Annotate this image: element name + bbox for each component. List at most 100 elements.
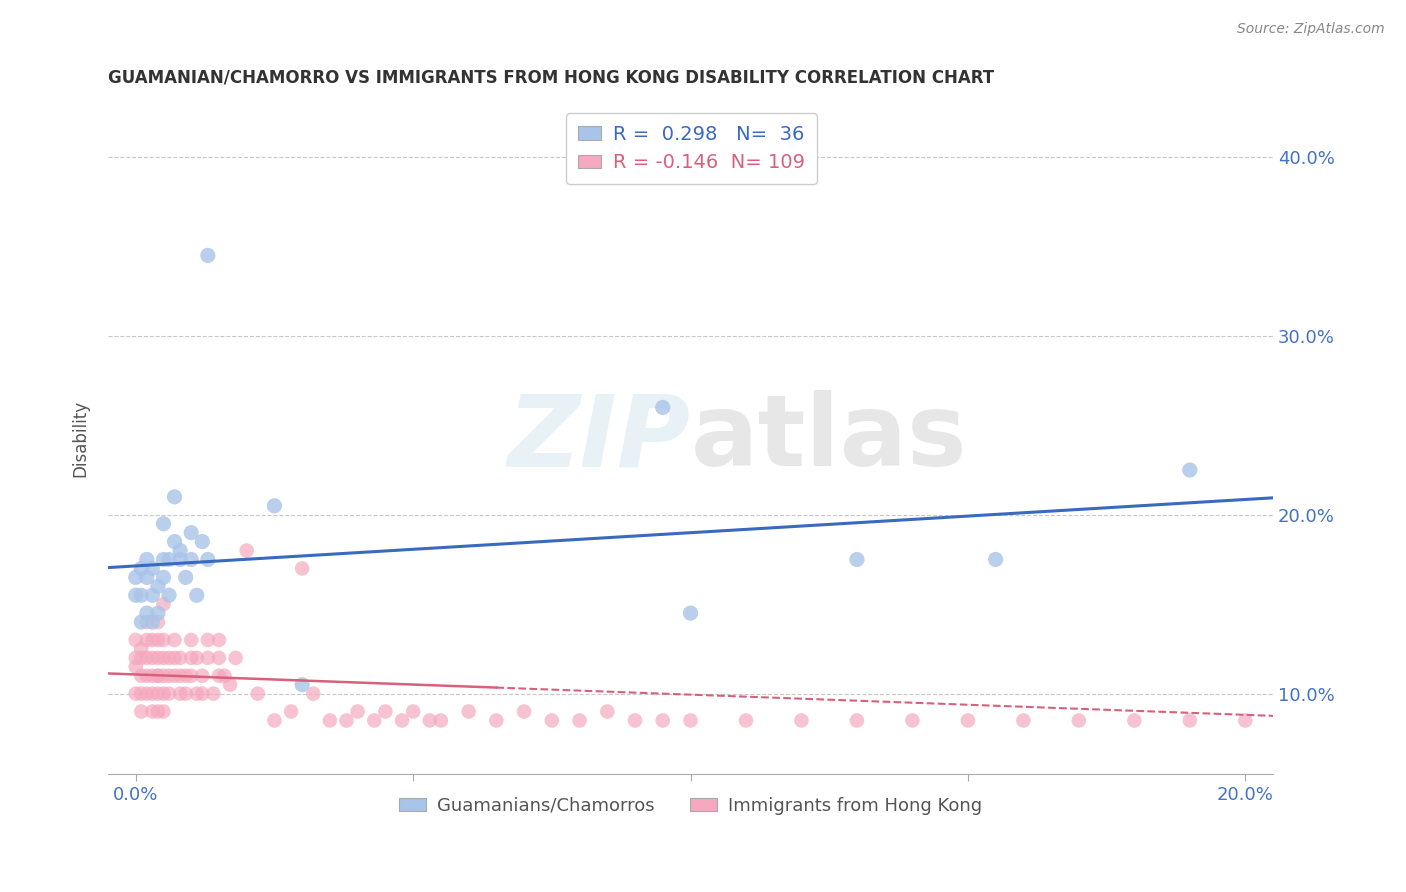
Point <box>146 579 169 593</box>
Point <box>735 714 758 728</box>
Point <box>319 714 342 728</box>
Text: ZIP: ZIP <box>508 390 690 487</box>
Point <box>169 651 191 665</box>
Point <box>152 516 174 531</box>
Y-axis label: Disability: Disability <box>72 401 89 477</box>
Point <box>135 651 157 665</box>
Point <box>197 632 219 647</box>
Point <box>129 641 152 656</box>
Point <box>129 588 152 602</box>
Point <box>135 615 157 629</box>
Point <box>125 651 148 665</box>
Point <box>208 669 231 683</box>
Point <box>180 552 202 566</box>
Point <box>208 632 231 647</box>
Point <box>679 606 702 620</box>
Point <box>363 714 385 728</box>
Point <box>1178 714 1201 728</box>
Point <box>125 588 148 602</box>
Point <box>152 687 174 701</box>
Point <box>141 561 163 575</box>
Point <box>174 669 197 683</box>
Point <box>141 669 163 683</box>
Point <box>246 687 269 701</box>
Point <box>141 651 163 665</box>
Point <box>291 678 314 692</box>
Point <box>129 687 152 701</box>
Point <box>1178 463 1201 477</box>
Point <box>186 651 208 665</box>
Point <box>901 714 924 728</box>
Point <box>335 714 357 728</box>
Point <box>214 669 236 683</box>
Point <box>679 714 702 728</box>
Point <box>568 714 591 728</box>
Point <box>129 705 152 719</box>
Point <box>1400 714 1406 728</box>
Point <box>141 687 163 701</box>
Point <box>157 687 180 701</box>
Point <box>169 687 191 701</box>
Point <box>125 570 148 584</box>
Point <box>391 714 413 728</box>
Point <box>135 669 157 683</box>
Point <box>219 678 242 692</box>
Point <box>346 705 368 719</box>
Point <box>146 687 169 701</box>
Point <box>186 687 208 701</box>
Point <box>191 687 214 701</box>
Point <box>129 651 152 665</box>
Point <box>956 714 979 728</box>
Point <box>197 651 219 665</box>
Point <box>513 705 536 719</box>
Point <box>291 561 314 575</box>
Point <box>141 588 163 602</box>
Point <box>129 669 152 683</box>
Text: atlas: atlas <box>690 390 967 487</box>
Point <box>180 525 202 540</box>
Point <box>163 669 186 683</box>
Point <box>180 632 202 647</box>
Point <box>485 714 508 728</box>
Point <box>141 705 163 719</box>
Point <box>651 714 673 728</box>
Point <box>1346 714 1368 728</box>
Point <box>146 669 169 683</box>
Point <box>152 552 174 566</box>
Point <box>845 552 868 566</box>
Point <box>129 561 152 575</box>
Text: Source: ZipAtlas.com: Source: ZipAtlas.com <box>1237 22 1385 37</box>
Point <box>152 570 174 584</box>
Point <box>263 499 285 513</box>
Point <box>651 401 673 415</box>
Point <box>180 669 202 683</box>
Point <box>157 651 180 665</box>
Point <box>197 552 219 566</box>
Point <box>1234 714 1257 728</box>
Point <box>125 632 148 647</box>
Point <box>1289 714 1312 728</box>
Point <box>402 705 425 719</box>
Point <box>146 632 169 647</box>
Point <box>135 632 157 647</box>
Point <box>197 248 219 262</box>
Point <box>135 606 157 620</box>
Text: GUAMANIAN/CHAMORRO VS IMMIGRANTS FROM HONG KONG DISABILITY CORRELATION CHART: GUAMANIAN/CHAMORRO VS IMMIGRANTS FROM HO… <box>108 69 994 87</box>
Point <box>146 705 169 719</box>
Point <box>135 552 157 566</box>
Point <box>146 651 169 665</box>
Point <box>125 687 148 701</box>
Point <box>1123 714 1146 728</box>
Point <box>152 632 174 647</box>
Point <box>129 615 152 629</box>
Point <box>191 534 214 549</box>
Point <box>157 588 180 602</box>
Point <box>125 660 148 674</box>
Point <box>174 570 197 584</box>
Point <box>596 705 619 719</box>
Point <box>135 570 157 584</box>
Point <box>202 687 225 701</box>
Point <box>157 552 180 566</box>
Point <box>146 669 169 683</box>
Point <box>152 669 174 683</box>
